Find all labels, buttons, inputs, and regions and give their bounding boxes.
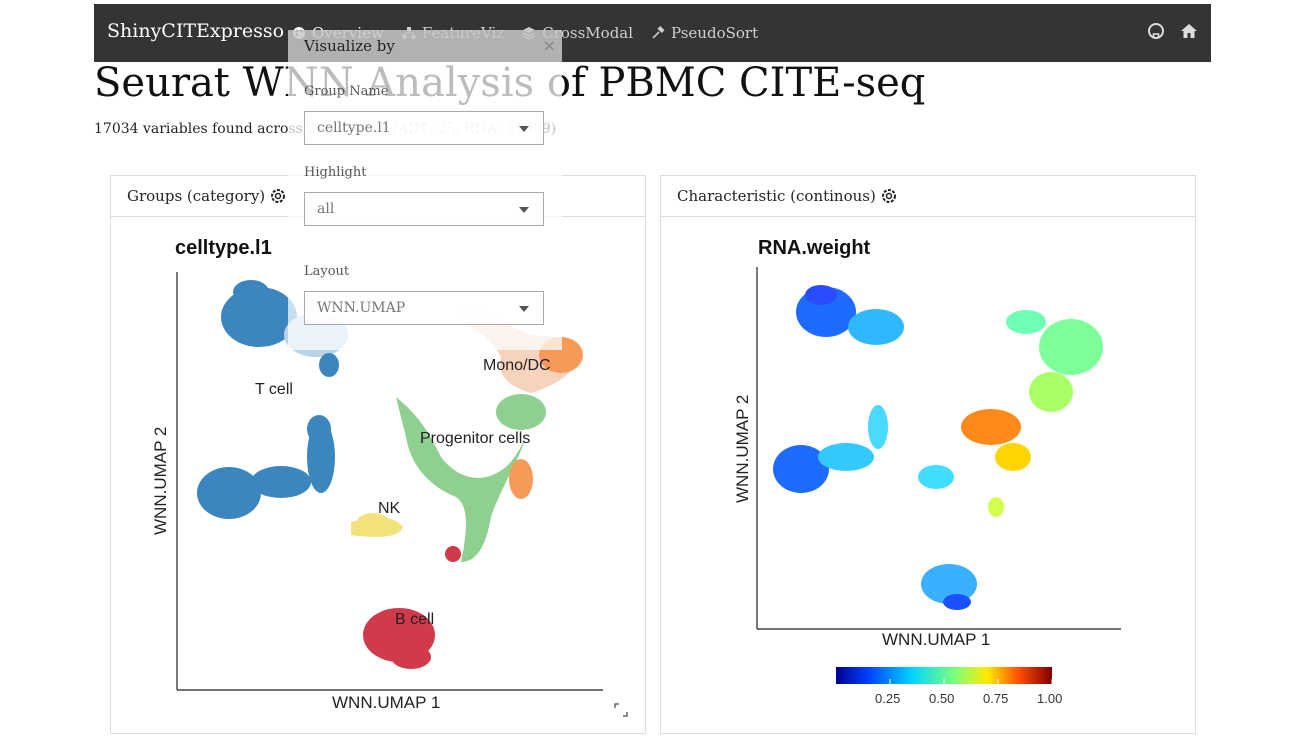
colorbar-label-025: 0.25 (875, 691, 901, 706)
label-mono-dc: Mono/DC (483, 357, 551, 374)
chevron-down-icon (519, 207, 529, 213)
highlight-value: all (317, 201, 335, 217)
hammer-icon (652, 26, 665, 39)
popover-body: Group Name celltype.l1 Highlight all Lay… (288, 62, 562, 350)
home-icon[interactable] (1179, 22, 1199, 40)
y-axis-label-left: WNN.UMAP 2 (151, 426, 170, 535)
popover-title: Visualize by (304, 37, 395, 55)
layout-select[interactable]: WNN.UMAP (304, 291, 544, 325)
label-t-cell: T cell (255, 381, 293, 398)
gear-icon[interactable] (269, 187, 287, 205)
layout-label: Layout (304, 264, 350, 279)
tab-pseudosort[interactable]: PseudoSort (651, 24, 758, 42)
tab-crossmodal-label: CrossModal (542, 24, 634, 42)
cluster-b-cell-right (921, 564, 977, 610)
layout-value: WNN.UMAP (317, 300, 406, 316)
github-icon[interactable] (1147, 22, 1165, 40)
plot-title-left: celltype.l1 (175, 237, 272, 259)
tab-pseudosort-label: PseudoSort (671, 24, 759, 42)
label-b-cell: B cell (395, 611, 435, 628)
gear-icon[interactable] (880, 187, 898, 205)
group-name-value: celltype.l1 (317, 120, 391, 136)
y-axis-label-right: WNN.UMAP 2 (733, 394, 752, 503)
cluster-nk-right (918, 465, 954, 489)
plot-title-right: RNA.weight (758, 237, 871, 259)
close-icon[interactable]: × (542, 36, 556, 55)
cluster-upper-left (796, 285, 904, 345)
expand-icon[interactable] (614, 703, 628, 717)
t-cell-cluster-lower (197, 415, 335, 519)
colorbar-label-100: 1.00 (1037, 691, 1063, 706)
cluster-right (961, 310, 1103, 517)
groups-card-title: Groups (category) (127, 187, 266, 205)
label-nk: NK (378, 500, 401, 517)
chevron-down-icon (519, 306, 529, 312)
nk-cluster (351, 513, 403, 537)
b-cell-cluster (363, 608, 435, 669)
rna-weight-umap-plot (756, 267, 1121, 684)
group-name-label: Group Name (304, 84, 389, 99)
popover-header: Visualize by × (288, 30, 562, 62)
x-axis-label-left: WNN.UMAP 1 (332, 693, 441, 712)
characteristic-card: Characteristic (continous) (660, 175, 1196, 734)
visualize-by-popover: Visualize by × Group Name celltype.l1 Hi… (288, 30, 562, 350)
nav-right-icons (1147, 22, 1199, 40)
x-axis-label-right: WNN.UMAP 1 (882, 630, 991, 649)
highlight-select[interactable]: all (304, 192, 544, 226)
group-name-select[interactable]: celltype.l1 (304, 111, 544, 145)
cluster-lower-left (773, 405, 888, 493)
navbar: ShinyCITExpresso Overview FeatureViz Cro… (94, 4, 1211, 62)
progenitor-cluster (396, 397, 533, 562)
characteristic-card-title: Characteristic (continous) (677, 187, 876, 205)
colorbar-label-075: 0.75 (983, 691, 1009, 706)
colorbar-label-050: 0.50 (929, 691, 955, 706)
chevron-down-icon (519, 126, 529, 132)
label-progenitor: Progenitor cells (420, 430, 531, 447)
highlight-label: Highlight (304, 165, 367, 180)
characteristic-card-header: Characteristic (continous) (661, 176, 1195, 217)
app-brand[interactable]: ShinyCITExpresso (107, 20, 285, 42)
